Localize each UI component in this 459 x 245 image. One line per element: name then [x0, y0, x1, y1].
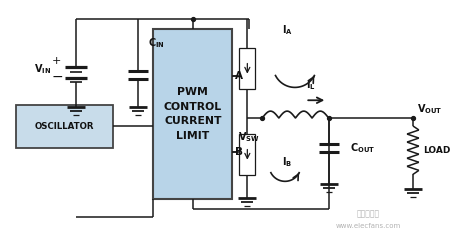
Text: B: B	[235, 147, 243, 157]
Text: www.elecfans.com: www.elecfans.com	[336, 223, 401, 229]
Text: 电子发烧友: 电子发烧友	[357, 209, 380, 219]
Text: $\mathbf{I_L}$: $\mathbf{I_L}$	[307, 79, 316, 92]
Text: $\mathbf{I_A}$: $\mathbf{I_A}$	[281, 23, 292, 37]
Text: LOAD: LOAD	[423, 146, 450, 155]
Bar	[153, 29, 232, 199]
Text: $\mathbf{V_{SW}}$: $\mathbf{V_{SW}}$	[238, 130, 260, 144]
Bar	[240, 134, 255, 175]
Text: −: −	[51, 70, 63, 84]
Bar	[16, 105, 113, 148]
Bar	[240, 48, 255, 89]
Text: PWM
CONTROL
CURRENT
LIMIT: PWM CONTROL CURRENT LIMIT	[164, 87, 222, 141]
Text: $\mathbf{V_{IN}}$: $\mathbf{V_{IN}}$	[34, 62, 51, 75]
Text: $\mathbf{C_{IN}}$: $\mathbf{C_{IN}}$	[148, 36, 164, 50]
Text: $\mathbf{C_{OUT}}$: $\mathbf{C_{OUT}}$	[351, 141, 376, 155]
Text: $\mathbf{I_B}$: $\mathbf{I_B}$	[282, 156, 292, 170]
Text: +: +	[52, 56, 62, 66]
Text: $\mathbf{V_{OUT}}$: $\mathbf{V_{OUT}}$	[417, 102, 442, 116]
Text: OSCILLATOR: OSCILLATOR	[35, 122, 95, 131]
Text: A: A	[235, 71, 243, 81]
